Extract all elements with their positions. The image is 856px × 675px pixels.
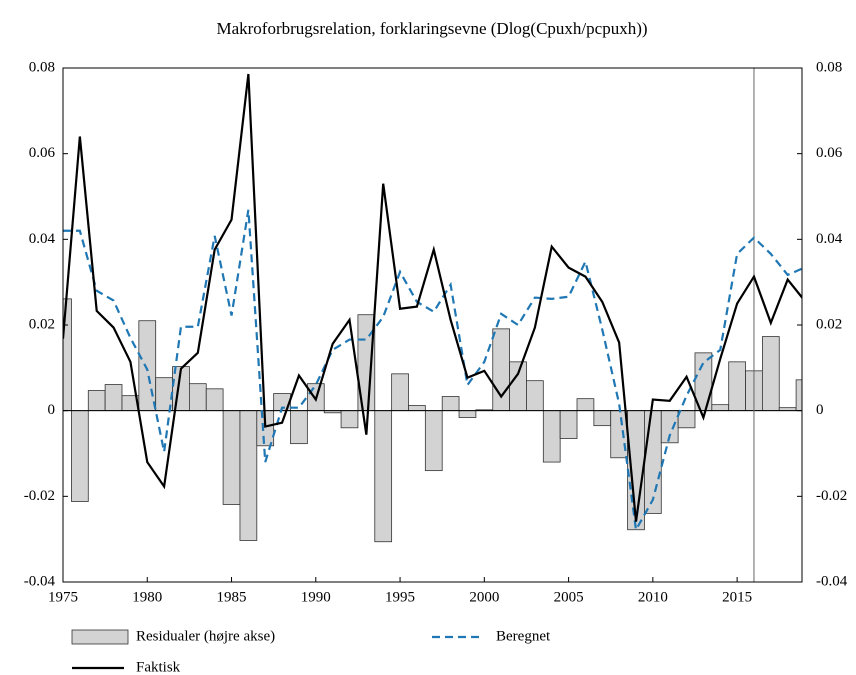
y-tick-label: -0.02 (24, 488, 55, 504)
bar (104, 384, 123, 412)
bar (711, 404, 730, 412)
bar (795, 379, 802, 412)
bar (391, 373, 409, 412)
x-tick-label: 2010 (638, 589, 668, 605)
bar (340, 410, 359, 429)
y2-tick-label: 0.06 (816, 145, 843, 161)
line-series (63, 73, 802, 522)
bar (87, 390, 106, 412)
bar (374, 410, 393, 543)
bar (408, 405, 426, 412)
bar (71, 410, 89, 502)
chart-title: Makroforbrugsrelation, forklaringsevne (… (216, 19, 647, 38)
x-tick-label: 1995 (385, 589, 415, 605)
bar (728, 361, 746, 412)
bar (593, 410, 612, 427)
bar (222, 410, 241, 505)
bar (761, 336, 780, 412)
legend-label: Residualer (højre akse) (136, 628, 275, 644)
bar (576, 398, 595, 412)
x-tick-label: 2015 (722, 589, 752, 605)
y-tick-label: 0.02 (29, 316, 55, 332)
y-tick-label: 0.06 (29, 145, 56, 161)
y2-tick-label: 0 (816, 402, 824, 418)
y-tick-label: 0.08 (29, 59, 55, 75)
x-tick-label: 1990 (301, 589, 331, 605)
bar (138, 320, 157, 412)
bar (559, 410, 578, 439)
bar (441, 396, 460, 412)
plot-frame (62, 67, 803, 583)
legend-label: Beregnet (496, 628, 551, 644)
bar (509, 361, 527, 412)
bar (188, 383, 207, 412)
y-tick-label: 0 (48, 402, 56, 418)
y2-tick-label: 0.08 (816, 59, 842, 75)
bar (542, 410, 561, 463)
bar (526, 380, 544, 412)
y2-tick-label: 0.04 (816, 231, 843, 247)
legend-swatch (71, 629, 129, 645)
bar (458, 410, 477, 418)
y2-tick-label: -0.04 (816, 573, 848, 589)
bar (239, 410, 258, 541)
y2-tick-label: 0.02 (816, 316, 842, 332)
bar (205, 388, 224, 412)
bar (492, 328, 511, 412)
x-tick-label: 1985 (217, 589, 247, 605)
y-tick-label: 0.04 (29, 231, 56, 247)
x-tick-label: 2005 (554, 589, 584, 605)
plot-area (63, 68, 802, 582)
x-tick-label: 2000 (469, 589, 499, 605)
bar (424, 410, 443, 472)
line-series (63, 209, 802, 534)
legend-label: Faktisk (136, 659, 181, 675)
y2-tick-label: -0.02 (816, 488, 847, 504)
x-tick-label: 1975 (48, 589, 78, 605)
x-tick-label: 1980 (132, 589, 162, 605)
y-tick-label: -0.04 (24, 573, 56, 589)
bar (290, 410, 308, 445)
bar (677, 410, 696, 429)
